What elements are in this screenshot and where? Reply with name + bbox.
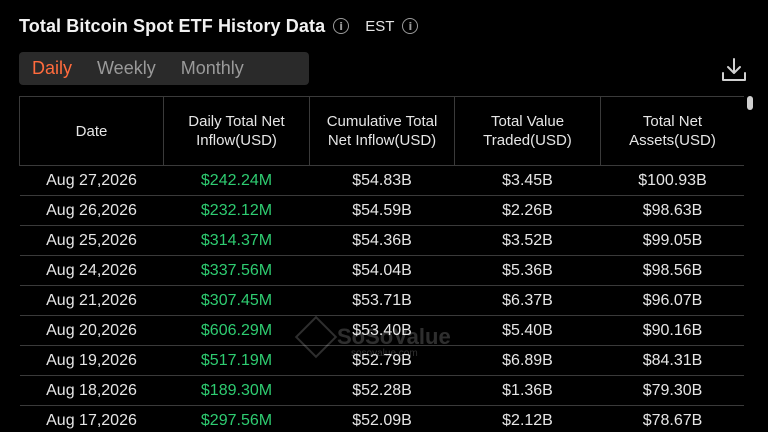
table-row[interactable]: Aug 27,2026 $242.24M $54.83B $3.45B $100.93B bbox=[19, 165, 744, 196]
tab-monthly[interactable]: Monthly bbox=[180, 58, 244, 78]
info-icon[interactable]: i bbox=[333, 18, 350, 34]
tab-daily[interactable]: Daily bbox=[32, 58, 73, 78]
cell-net-assets: $90.16B bbox=[600, 315, 744, 346]
cell-value-traded: $3.52B bbox=[454, 225, 601, 256]
cell-cumulative-inflow: $54.36B bbox=[309, 225, 455, 256]
cell-value-traded: $2.12B bbox=[454, 405, 601, 432]
cell-daily-inflow: $242.24M bbox=[163, 165, 310, 196]
table-row[interactable]: Aug 20,2026 $606.29M $53.40B $5.40B $90.16B bbox=[19, 315, 744, 346]
table-row[interactable]: Aug 17,2026 $297.56M $52.09B $2.12B $78.67B bbox=[19, 405, 744, 432]
cell-net-assets: $96.07B bbox=[600, 285, 744, 316]
column-header-date[interactable]: Date bbox=[19, 96, 164, 166]
cell-cumulative-inflow: $54.04B bbox=[309, 255, 455, 286]
table-row[interactable]: Aug 24,2026 $337.56M $54.04B $5.36B $98.56B bbox=[19, 255, 744, 286]
cell-cumulative-inflow: $53.71B bbox=[309, 285, 455, 316]
cell-date: Aug 24,2026 bbox=[19, 255, 164, 286]
cell-daily-inflow: $232.12M bbox=[163, 195, 310, 226]
cell-cumulative-inflow: $54.83B bbox=[309, 165, 455, 196]
cell-date: Aug 27,2026 bbox=[19, 165, 164, 196]
cell-cumulative-inflow: $52.79B bbox=[309, 345, 455, 376]
header: Total Bitcoin Spot ETF History Data i ES… bbox=[19, 12, 419, 40]
cell-cumulative-inflow: $52.28B bbox=[309, 375, 455, 406]
cell-cumulative-inflow: $53.40B bbox=[309, 315, 455, 346]
cell-daily-inflow: $307.45M bbox=[163, 285, 310, 316]
period-tabs: Daily Weekly Monthly bbox=[19, 52, 309, 85]
cell-value-traded: $6.37B bbox=[454, 285, 601, 316]
cell-net-assets: $79.30B bbox=[600, 375, 744, 406]
cell-value-traded: $5.40B bbox=[454, 315, 601, 346]
table-row[interactable]: Aug 21,2026 $307.45M $53.71B $6.37B $96.07B bbox=[19, 285, 744, 316]
column-header-daily-inflow[interactable]: Daily Total Net Inflow(USD) bbox=[163, 96, 310, 166]
cell-net-assets: $98.63B bbox=[600, 195, 744, 226]
cell-net-assets: $100.93B bbox=[600, 165, 744, 196]
table-row[interactable]: Aug 18,2026 $189.30M $52.28B $1.36B $79.30B bbox=[19, 375, 744, 406]
cell-date: Aug 25,2026 bbox=[19, 225, 164, 256]
column-header-cumulative-inflow[interactable]: Cumulative Total Net Inflow(USD) bbox=[309, 96, 455, 166]
timezone-info-icon[interactable]: i bbox=[402, 18, 419, 34]
cell-date: Aug 20,2026 bbox=[19, 315, 164, 346]
cell-net-assets: $99.05B bbox=[600, 225, 744, 256]
cell-daily-inflow: $517.19M bbox=[163, 345, 310, 376]
cell-cumulative-inflow: $52.09B bbox=[309, 405, 455, 432]
cell-daily-inflow: $189.30M bbox=[163, 375, 310, 406]
tab-weekly[interactable]: Weekly bbox=[97, 58, 156, 78]
cell-cumulative-inflow: $54.59B bbox=[309, 195, 455, 226]
history-table: Date Daily Total Net Inflow(USD) Cumulat… bbox=[19, 96, 744, 432]
download-icon[interactable] bbox=[720, 57, 748, 83]
cell-net-assets: $78.67B bbox=[600, 405, 744, 432]
page-title: Total Bitcoin Spot ETF History Data bbox=[19, 15, 326, 36]
cell-net-assets: $98.56B bbox=[600, 255, 744, 286]
cell-value-traded: $6.89B bbox=[454, 345, 601, 376]
table-scrollbar[interactable] bbox=[747, 96, 753, 110]
column-header-value-traded[interactable]: Total Value Traded(USD) bbox=[454, 96, 601, 166]
cell-value-traded: $1.36B bbox=[454, 375, 601, 406]
cell-date: Aug 26,2026 bbox=[19, 195, 164, 226]
cell-date: Aug 17,2026 bbox=[19, 405, 164, 432]
history-table-container: Date Daily Total Net Inflow(USD) Cumulat… bbox=[19, 96, 744, 432]
cell-daily-inflow: $314.37M bbox=[163, 225, 310, 256]
table-row[interactable]: Aug 25,2026 $314.37M $54.36B $3.52B $99.05B bbox=[19, 225, 744, 256]
cell-daily-inflow: $297.56M bbox=[163, 405, 310, 432]
cell-date: Aug 21,2026 bbox=[19, 285, 164, 316]
cell-daily-inflow: $606.29M bbox=[163, 315, 310, 346]
cell-date: Aug 18,2026 bbox=[19, 375, 164, 406]
cell-value-traded: $5.36B bbox=[454, 255, 601, 286]
cell-daily-inflow: $337.56M bbox=[163, 255, 310, 286]
table-row[interactable]: Aug 26,2026 $232.12M $54.59B $2.26B $98.63B bbox=[19, 195, 744, 226]
cell-date: Aug 19,2026 bbox=[19, 345, 164, 376]
cell-net-assets: $84.31B bbox=[600, 345, 744, 376]
table-row[interactable]: Aug 19,2026 $517.19M $52.79B $6.89B $84.31B bbox=[19, 345, 744, 376]
column-header-net-assets[interactable]: Total Net Assets(USD) bbox=[600, 96, 744, 166]
cell-value-traded: $3.45B bbox=[454, 165, 601, 196]
timezone-label: EST bbox=[365, 17, 395, 35]
table-header-row: Date Daily Total Net Inflow(USD) Cumulat… bbox=[19, 96, 744, 166]
cell-value-traded: $2.26B bbox=[454, 195, 601, 226]
